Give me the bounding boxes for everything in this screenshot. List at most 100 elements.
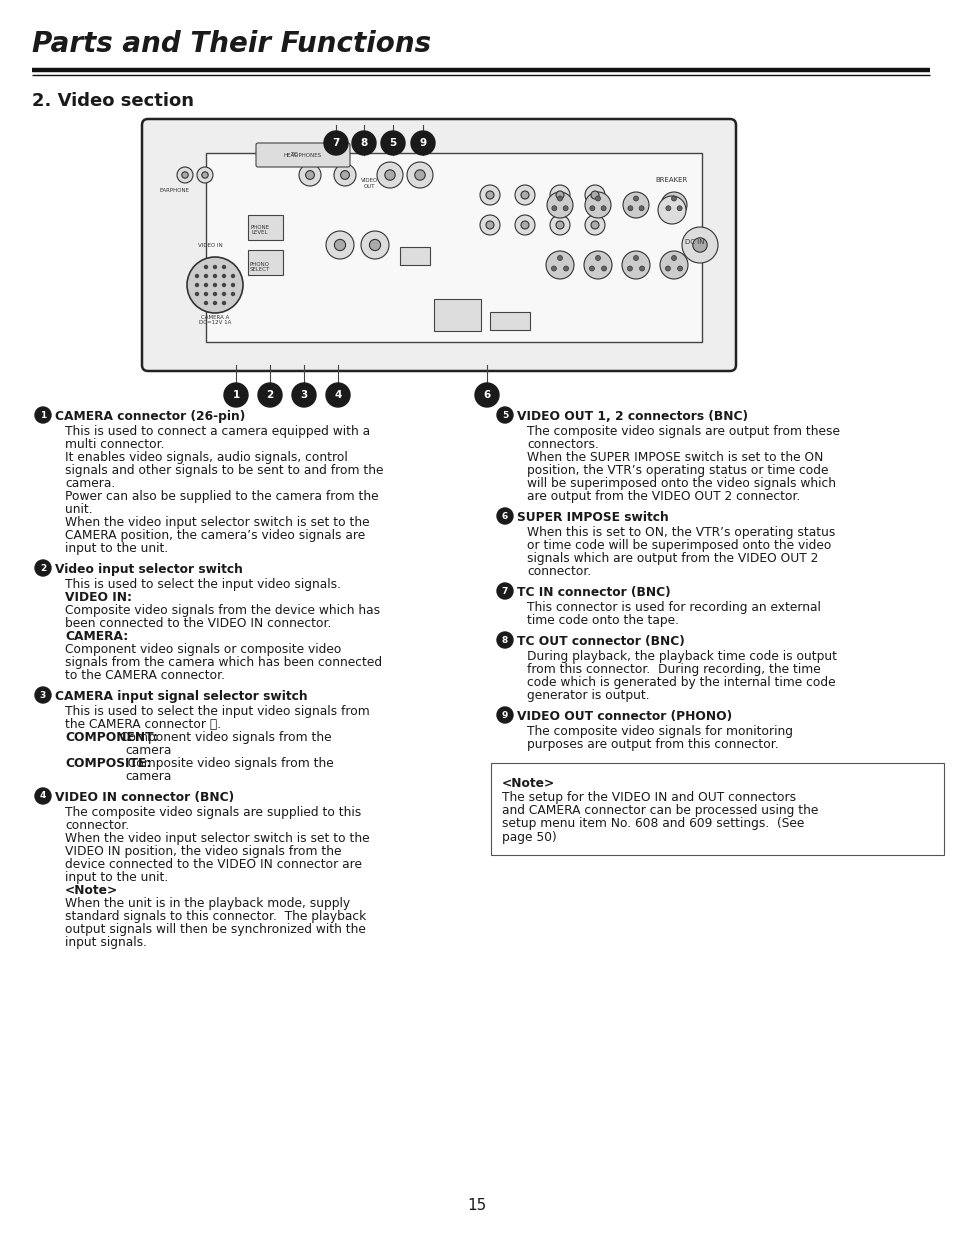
Circle shape — [590, 221, 598, 228]
Text: page 50): page 50) — [501, 831, 557, 844]
Circle shape — [326, 383, 350, 408]
Circle shape — [545, 251, 574, 279]
Circle shape — [224, 383, 248, 408]
Text: purposes are output from this connector.: purposes are output from this connector. — [526, 739, 778, 751]
Text: TC IN connector (BNC): TC IN connector (BNC) — [517, 585, 670, 599]
Text: 9: 9 — [501, 710, 508, 720]
Text: VIDEO OUT 1, 2 connectors (BNC): VIDEO OUT 1, 2 connectors (BNC) — [517, 410, 747, 424]
Circle shape — [671, 196, 676, 201]
Circle shape — [658, 196, 685, 224]
Text: input signals.: input signals. — [65, 936, 147, 948]
FancyBboxPatch shape — [142, 119, 735, 370]
Text: 2: 2 — [40, 563, 46, 573]
Circle shape — [407, 162, 433, 188]
Circle shape — [550, 185, 569, 205]
Circle shape — [213, 293, 216, 295]
Text: 7: 7 — [332, 138, 339, 148]
Circle shape — [222, 293, 225, 295]
Text: PHONE
LEVEL: PHONE LEVEL — [251, 225, 270, 236]
Text: 6: 6 — [501, 511, 508, 520]
Circle shape — [195, 284, 198, 287]
Circle shape — [659, 251, 687, 279]
Text: <Note>: <Note> — [65, 884, 118, 897]
Text: When the video input selector switch is set to the: When the video input selector switch is … — [65, 516, 369, 529]
Circle shape — [35, 559, 51, 576]
Circle shape — [324, 131, 348, 156]
Text: connectors.: connectors. — [526, 438, 598, 451]
Text: been connected to the VIDEO IN connector.: been connected to the VIDEO IN connector… — [65, 618, 331, 630]
Circle shape — [595, 196, 599, 201]
Circle shape — [520, 191, 529, 199]
Circle shape — [633, 256, 638, 261]
Circle shape — [584, 191, 610, 219]
Circle shape — [639, 266, 644, 270]
Text: COMPOSITE:: COMPOSITE: — [65, 757, 152, 769]
Text: signals and other signals to be sent to and from the: signals and other signals to be sent to … — [65, 464, 383, 477]
Text: input to the unit.: input to the unit. — [65, 542, 168, 555]
Text: signals from the camera which has been connected: signals from the camera which has been c… — [65, 656, 382, 669]
Text: This is used to select the input video signals.: This is used to select the input video s… — [65, 578, 340, 592]
Text: EARPHONE: EARPHONE — [160, 188, 190, 193]
Circle shape — [376, 162, 402, 188]
Text: to the CAMERA connector.: to the CAMERA connector. — [65, 669, 225, 682]
Circle shape — [485, 221, 494, 228]
Text: PHONO
SELECT: PHONO SELECT — [250, 262, 270, 273]
Text: The composite video signals for monitoring: The composite video signals for monitori… — [526, 725, 792, 739]
Circle shape — [340, 170, 349, 179]
Circle shape — [485, 191, 494, 199]
Bar — [399, 247, 430, 266]
Text: are output from the VIDEO OUT 2 connector.: are output from the VIDEO OUT 2 connecto… — [526, 490, 800, 503]
Bar — [248, 215, 283, 240]
Text: 1: 1 — [233, 390, 239, 400]
Circle shape — [213, 266, 216, 268]
Circle shape — [384, 169, 395, 180]
Text: signals which are output from the VIDEO OUT 2: signals which are output from the VIDEO … — [526, 552, 818, 564]
Circle shape — [360, 231, 389, 259]
Circle shape — [677, 266, 681, 270]
Circle shape — [665, 266, 670, 270]
Circle shape — [196, 167, 213, 183]
Text: 9: 9 — [419, 138, 426, 148]
Text: This is used to connect a camera equipped with a: This is used to connect a camera equippe… — [65, 425, 370, 438]
Circle shape — [515, 185, 535, 205]
Text: or time code will be superimposed onto the video: or time code will be superimposed onto t… — [526, 538, 830, 552]
Text: BREAKER: BREAKER — [655, 177, 687, 183]
Circle shape — [639, 206, 643, 211]
Circle shape — [479, 185, 499, 205]
Circle shape — [671, 256, 676, 261]
Text: 8: 8 — [360, 138, 367, 148]
Text: The composite video signals are output from these: The composite video signals are output f… — [526, 425, 840, 438]
Circle shape — [589, 206, 595, 211]
Text: 15: 15 — [467, 1198, 486, 1213]
Circle shape — [298, 164, 320, 186]
Circle shape — [232, 284, 234, 287]
Circle shape — [204, 284, 208, 287]
Text: During playback, the playback time code is output: During playback, the playback time code … — [526, 650, 836, 663]
Text: multi connector.: multi connector. — [65, 438, 164, 451]
Circle shape — [497, 583, 513, 599]
Text: and CAMERA connector can be processed using the: and CAMERA connector can be processed us… — [501, 804, 818, 818]
Text: connector.: connector. — [526, 564, 591, 578]
Circle shape — [204, 266, 208, 268]
Text: COMPONENT:: COMPONENT: — [65, 731, 158, 743]
Circle shape — [692, 238, 706, 252]
Text: 2: 2 — [266, 390, 274, 400]
Text: This is used to select the input video signals from: This is used to select the input video s… — [65, 705, 370, 718]
Circle shape — [584, 215, 604, 235]
Circle shape — [222, 301, 225, 305]
Text: time code onto the tape.: time code onto the tape. — [526, 614, 679, 627]
Text: CAMERA:: CAMERA: — [65, 630, 128, 643]
Text: setup menu item No. 608 and 609 settings.  (See: setup menu item No. 608 and 609 settings… — [501, 818, 803, 830]
Text: When the unit is in the playback mode, supply: When the unit is in the playback mode, s… — [65, 897, 350, 910]
Text: 5: 5 — [389, 138, 396, 148]
Text: 4: 4 — [334, 390, 341, 400]
Circle shape — [660, 191, 686, 219]
Circle shape — [520, 221, 529, 228]
Text: 2. Video section: 2. Video section — [32, 91, 193, 110]
Circle shape — [187, 257, 243, 312]
Circle shape — [292, 383, 315, 408]
Circle shape — [257, 383, 282, 408]
Circle shape — [213, 284, 216, 287]
Circle shape — [557, 256, 562, 261]
FancyBboxPatch shape — [491, 763, 943, 855]
